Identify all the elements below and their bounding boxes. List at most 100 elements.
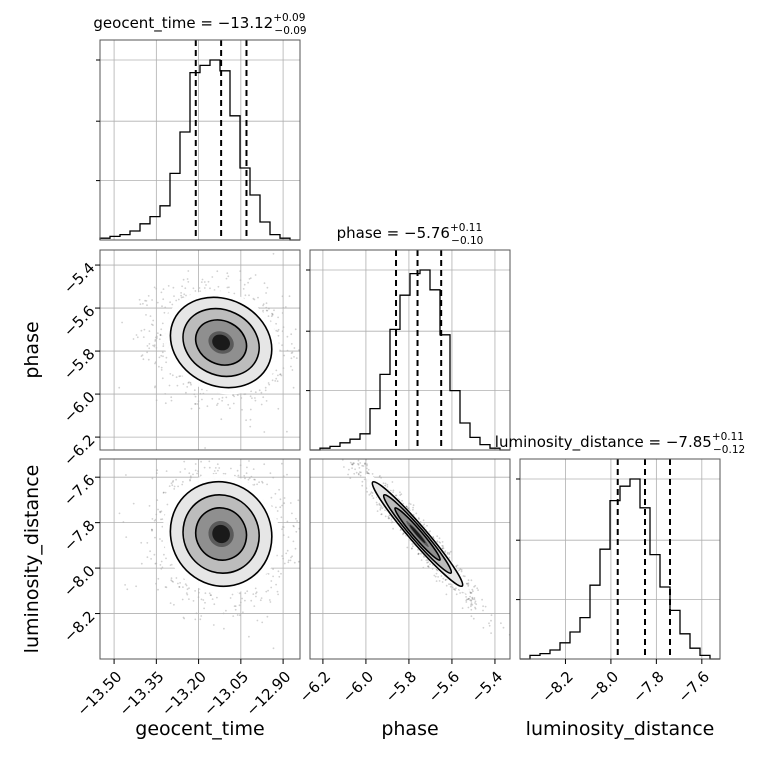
sample-point <box>253 298 256 301</box>
sample-point <box>132 502 135 505</box>
sample-point <box>401 499 403 502</box>
grid-layer <box>100 40 720 659</box>
sample-point <box>349 477 352 479</box>
sample-point <box>389 489 392 492</box>
sample-point <box>379 475 381 477</box>
sample-point <box>213 603 216 606</box>
sample-point <box>276 510 279 512</box>
sample-point <box>149 315 152 317</box>
sample-point <box>263 431 266 433</box>
sample-point <box>423 523 426 526</box>
panel-frame <box>99 458 301 660</box>
sample-point <box>366 470 368 473</box>
sample-point <box>453 588 456 591</box>
sample-point <box>363 478 366 481</box>
sample-point <box>160 366 163 369</box>
sample-point <box>442 545 444 547</box>
sample-point <box>296 520 298 522</box>
sample-point <box>172 480 175 482</box>
sample-point <box>182 586 184 588</box>
sample-point <box>277 407 280 410</box>
sample-point <box>185 584 188 587</box>
sample-point <box>226 286 229 289</box>
sample-point <box>470 615 473 618</box>
sample-point <box>384 482 387 485</box>
sample-point <box>267 315 270 317</box>
sample-point <box>262 303 265 305</box>
sample-point <box>178 375 181 378</box>
sample-point <box>170 579 173 582</box>
sample-point <box>271 312 273 315</box>
sample-point <box>352 463 354 466</box>
sample-point <box>247 281 250 284</box>
sample-point <box>236 469 239 472</box>
sample-point <box>462 575 465 577</box>
histogram-phase <box>310 269 510 451</box>
sample-point <box>190 383 192 386</box>
y-axis-label-luminosity_distance: luminosity_distance <box>21 465 43 654</box>
sample-point <box>446 551 449 554</box>
sample-point <box>232 615 235 617</box>
sample-point <box>454 589 457 591</box>
sample-point <box>220 418 223 421</box>
sample-point <box>392 489 395 492</box>
sample-point <box>366 472 369 475</box>
sample-point <box>161 351 164 354</box>
sample-point <box>136 336 139 339</box>
sample-point <box>270 586 273 589</box>
sample-point <box>142 302 144 305</box>
sample-point <box>170 396 173 399</box>
sample-point <box>255 595 257 598</box>
sample-point <box>290 343 293 345</box>
sample-point <box>178 586 181 588</box>
sample-point <box>392 491 394 493</box>
sample-point <box>172 581 175 583</box>
sample-point <box>477 589 479 591</box>
sample-point <box>184 583 187 585</box>
sample-point <box>140 541 143 544</box>
sample-point <box>189 382 192 384</box>
panel-frame <box>519 458 721 660</box>
sample-point <box>429 563 431 566</box>
sample-point <box>287 536 290 538</box>
sample-point <box>467 584 470 586</box>
sample-point <box>177 485 180 488</box>
sample-point <box>153 344 156 346</box>
x-tick-label: −6.0 <box>339 668 377 706</box>
sample-point <box>138 298 141 301</box>
sample-point <box>209 287 211 290</box>
sample-point <box>460 570 463 573</box>
sample-point <box>274 380 277 382</box>
sample-point <box>293 356 295 358</box>
sample-point <box>189 475 192 478</box>
sample-point <box>420 552 422 555</box>
sample-point <box>158 338 161 341</box>
sample-point <box>277 334 280 337</box>
sample-point <box>258 389 261 392</box>
sample-point <box>149 550 152 553</box>
sample-point <box>263 282 266 285</box>
sample-point <box>216 596 218 599</box>
sample-point <box>422 519 425 522</box>
sample-point <box>471 596 474 599</box>
y-axis-label-phase: phase <box>21 321 43 378</box>
sample-point <box>283 502 286 505</box>
sample-point <box>442 547 445 550</box>
x-tick-label: −13.50 <box>73 668 125 720</box>
sample-point <box>379 508 382 511</box>
sample-point <box>265 590 268 593</box>
sample-point <box>490 614 493 617</box>
sample-point <box>343 466 345 468</box>
sample-point <box>357 472 360 475</box>
sample-point <box>474 600 477 603</box>
sample-point <box>272 568 274 570</box>
sample-point <box>223 627 225 630</box>
sample-point <box>159 564 162 566</box>
sample-point <box>169 301 172 304</box>
sample-point <box>208 466 211 469</box>
sample-point <box>194 463 197 465</box>
sample-point <box>226 272 229 275</box>
sample-point <box>248 477 251 479</box>
sample-point <box>158 365 160 368</box>
sample-point <box>180 296 183 299</box>
